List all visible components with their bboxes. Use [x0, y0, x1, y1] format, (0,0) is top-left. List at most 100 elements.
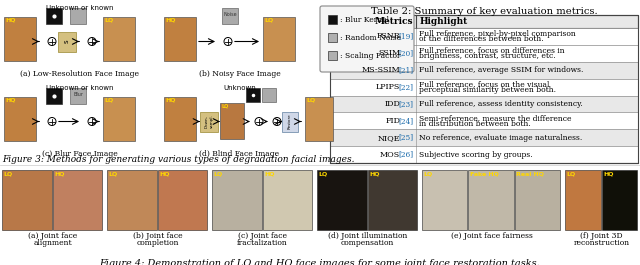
- Text: SSIM: SSIM: [378, 49, 400, 57]
- Text: Semi-reference, measure the difference: Semi-reference, measure the difference: [419, 114, 572, 122]
- Text: Full reference, focus on the visual: Full reference, focus on the visual: [419, 80, 550, 88]
- Bar: [328, 51, 337, 60]
- Text: IDD: IDD: [385, 100, 400, 108]
- Text: completion: completion: [136, 239, 179, 247]
- Bar: [246, 88, 260, 102]
- Text: Real HQ: Real HQ: [516, 171, 544, 176]
- Bar: [262, 170, 312, 230]
- Text: (d) Blind Face Image: (d) Blind Face Image: [200, 150, 280, 158]
- Text: LQ: LQ: [109, 171, 118, 176]
- Text: HQ: HQ: [54, 171, 65, 176]
- Text: LQ: LQ: [319, 171, 328, 176]
- Bar: [330, 15, 638, 163]
- Bar: [46, 88, 62, 104]
- Text: Fake HQ: Fake HQ: [470, 171, 499, 176]
- Bar: [330, 146, 638, 163]
- Bar: [328, 33, 337, 42]
- Text: Noise: Noise: [223, 12, 237, 17]
- Text: Figure 3: Methods for generating various types of degradation facial images.: Figure 3: Methods for generating various…: [2, 155, 355, 164]
- Text: (c) Joint face: (c) Joint face: [238, 232, 287, 240]
- Text: LQ: LQ: [306, 98, 316, 103]
- Text: : Scaling Factor: : Scaling Factor: [340, 52, 401, 60]
- Text: Full reference, average SSIM for windows.: Full reference, average SSIM for windows…: [419, 66, 584, 74]
- Bar: [103, 17, 135, 61]
- Text: LPIPS: LPIPS: [376, 83, 400, 91]
- Text: HQ: HQ: [165, 98, 175, 103]
- Bar: [4, 97, 36, 141]
- Text: s: s: [64, 40, 70, 43]
- Text: Full reference, focus on differences in: Full reference, focus on differences in: [419, 47, 565, 55]
- Text: (d) Joint illumination: (d) Joint illumination: [328, 232, 407, 240]
- Text: : Random Noise: : Random Noise: [340, 34, 401, 42]
- Bar: [282, 112, 298, 131]
- Text: HQ: HQ: [5, 98, 15, 103]
- Text: compensation: compensation: [341, 239, 394, 247]
- Text: LQ: LQ: [3, 171, 13, 176]
- Bar: [70, 8, 86, 24]
- Bar: [330, 112, 638, 129]
- Bar: [422, 170, 467, 230]
- Bar: [367, 170, 417, 230]
- Text: LQ: LQ: [104, 18, 113, 23]
- Text: LQ: LQ: [424, 171, 433, 176]
- Text: LQ: LQ: [566, 171, 576, 176]
- Text: FID: FID: [385, 117, 400, 125]
- Text: MOS: MOS: [380, 151, 400, 158]
- Bar: [602, 170, 637, 230]
- Text: (f) Joint 3D: (f) Joint 3D: [580, 232, 623, 240]
- Bar: [317, 170, 367, 230]
- Bar: [164, 97, 196, 141]
- Text: LQ: LQ: [214, 171, 223, 176]
- Bar: [200, 112, 218, 131]
- Text: Unknown or known: Unknown or known: [45, 85, 113, 91]
- Bar: [330, 95, 638, 112]
- Text: Highlight: Highlight: [419, 17, 467, 26]
- Text: (b) Noisy Face Image: (b) Noisy Face Image: [198, 70, 280, 78]
- Text: HQ: HQ: [603, 171, 614, 176]
- Text: LQ: LQ: [221, 104, 228, 109]
- Text: Full reference, pixel-by-pixel comparison: Full reference, pixel-by-pixel compariso…: [419, 30, 576, 38]
- Bar: [4, 17, 36, 61]
- Bar: [565, 170, 600, 230]
- Text: Full reference, assess identity consistency.: Full reference, assess identity consiste…: [419, 100, 583, 108]
- Bar: [58, 32, 76, 51]
- Bar: [157, 170, 207, 230]
- Bar: [330, 15, 638, 28]
- Text: alignment: alignment: [33, 239, 72, 247]
- Text: [20]: [20]: [398, 49, 413, 57]
- Text: [25]: [25]: [398, 134, 413, 142]
- Text: Down-
sampl.: Down- sampl.: [205, 115, 213, 128]
- Text: Subjective scoring by groups.: Subjective scoring by groups.: [419, 151, 533, 158]
- Text: Metrics: Metrics: [375, 17, 413, 26]
- Bar: [330, 79, 638, 95]
- Bar: [330, 28, 638, 45]
- Text: Figure 4: Demonstration of LQ and HQ face images for some joint face restoration: Figure 4: Demonstration of LQ and HQ fac…: [100, 259, 540, 265]
- Text: brightness, contrast, structure, etc.: brightness, contrast, structure, etc.: [419, 52, 556, 60]
- Text: HQ: HQ: [369, 171, 380, 176]
- Text: LQ: LQ: [264, 18, 273, 23]
- Text: reconstruction: reconstruction: [573, 239, 630, 247]
- Text: HQ: HQ: [165, 18, 175, 23]
- Text: (a) Low-Resolution Face Image: (a) Low-Resolution Face Image: [20, 70, 139, 78]
- Bar: [515, 170, 560, 230]
- Bar: [330, 45, 638, 62]
- Bar: [164, 17, 196, 61]
- Bar: [52, 170, 102, 230]
- Text: Table 2: Summary of key evaluation metrics.: Table 2: Summary of key evaluation metri…: [371, 7, 597, 16]
- Text: LQ: LQ: [104, 98, 113, 103]
- Text: MS-SSIM: MS-SSIM: [362, 66, 400, 74]
- Text: HQ: HQ: [5, 18, 15, 23]
- Text: [22]: [22]: [398, 83, 413, 91]
- Bar: [305, 97, 333, 141]
- Bar: [330, 129, 638, 146]
- Bar: [468, 170, 514, 230]
- Text: Unknown or known: Unknown or known: [45, 5, 113, 11]
- Text: (b) Joint face: (b) Joint face: [132, 232, 182, 240]
- Bar: [212, 170, 262, 230]
- Bar: [220, 103, 244, 139]
- Text: (e) Joint face fairness: (e) Joint face fairness: [451, 232, 532, 240]
- Text: (a) Joint face: (a) Joint face: [28, 232, 77, 240]
- Text: Unknown: Unknown: [223, 85, 256, 91]
- Bar: [107, 170, 157, 230]
- FancyBboxPatch shape: [320, 6, 414, 72]
